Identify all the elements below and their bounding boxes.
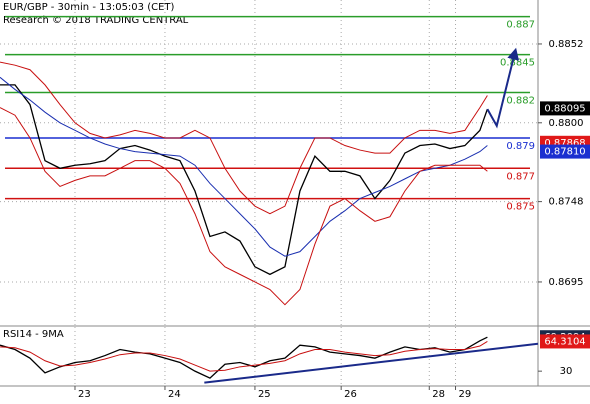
x-tick-label: 26 (344, 389, 357, 400)
chart-subtitle: Research © 2018 TRADING CENTRAL (3, 15, 189, 26)
price-tag-label: 0.87868 (544, 138, 585, 149)
price-tag-label: 0.88095 (544, 103, 585, 114)
level-label: 0.887 (506, 20, 535, 31)
level-label: 0.8845 (500, 58, 535, 69)
series-line (0, 61, 488, 215)
x-tick-label: 25 (258, 389, 271, 400)
y-tick-label: 0.8695 (549, 277, 584, 288)
y-tick-label: 0.8800 (549, 118, 584, 129)
panel-title: RSI14 - 9MA (3, 329, 64, 340)
price-tag-label: 0.87810 (544, 147, 585, 158)
series-line (0, 341, 488, 372)
x-tick-label: 24 (168, 389, 181, 400)
price-tag (540, 144, 590, 159)
x-tick-label: 28 (432, 389, 445, 400)
y-tick-label: 0.8852 (549, 39, 584, 50)
price-tag-label: 64.3104 (544, 336, 585, 347)
y-tick-label: 0.8748 (549, 197, 584, 208)
series-line (0, 107, 488, 306)
series-line (0, 336, 488, 379)
level-label: 0.877 (506, 171, 535, 182)
price-tag (540, 334, 590, 349)
series-line (0, 76, 488, 257)
forecast-arrow (486, 47, 520, 129)
series-line (0, 84, 488, 276)
trend-line (204, 342, 539, 384)
level-label: 0.875 (506, 202, 535, 213)
level-label: 0.882 (506, 95, 535, 106)
y-tick-label: 30 (560, 366, 573, 377)
level-label: 0.879 (506, 141, 535, 152)
chart-title: EUR/GBP - 30min - 13:05:03 (CET) (3, 2, 175, 13)
x-tick-label: 23 (78, 389, 91, 400)
x-tick-label: 29 (459, 389, 472, 400)
price-tag (540, 101, 590, 116)
